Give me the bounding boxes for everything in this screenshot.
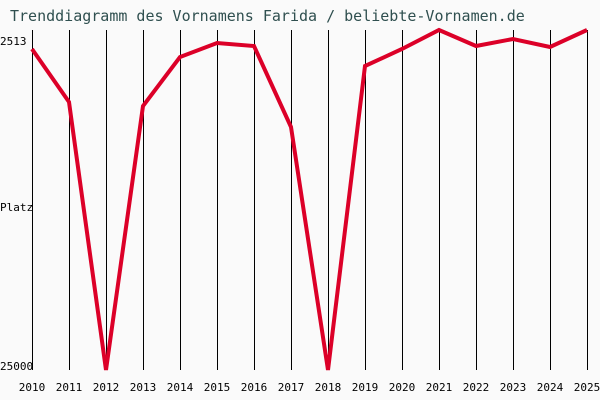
chart-title: Trenddiagramm des Vornamens Farida / bel… [10,7,525,25]
x-axis-label: 2021 [425,381,453,394]
x-axis-label: 2016 [240,381,268,394]
x-axis-label: 2015 [203,381,231,394]
trend-line [30,27,588,371]
x-axis-label: 2012 [92,381,120,394]
x-axis-label: 2014 [166,381,194,394]
x-axis-label: 2024 [536,381,564,394]
x-axis-label: 2018 [314,381,342,394]
x-axis-label: 2017 [277,381,305,394]
x-axis-label: 2010 [18,381,46,394]
y-axis-title: Platz [0,201,34,214]
x-axis-label: 2022 [462,381,490,394]
x-axis-label: 2019 [351,381,379,394]
x-axis-label: 2013 [129,381,157,394]
y-axis-top-label: 2513 [0,35,27,48]
x-axis-label: 2011 [55,381,83,394]
y-axis-bottom-label: 25000 [0,360,34,373]
vertical-gridlines [32,30,588,370]
x-axis-label: 2025 [573,381,600,394]
x-axis-label: 2023 [499,381,527,394]
x-axis-label: 2020 [388,381,416,394]
